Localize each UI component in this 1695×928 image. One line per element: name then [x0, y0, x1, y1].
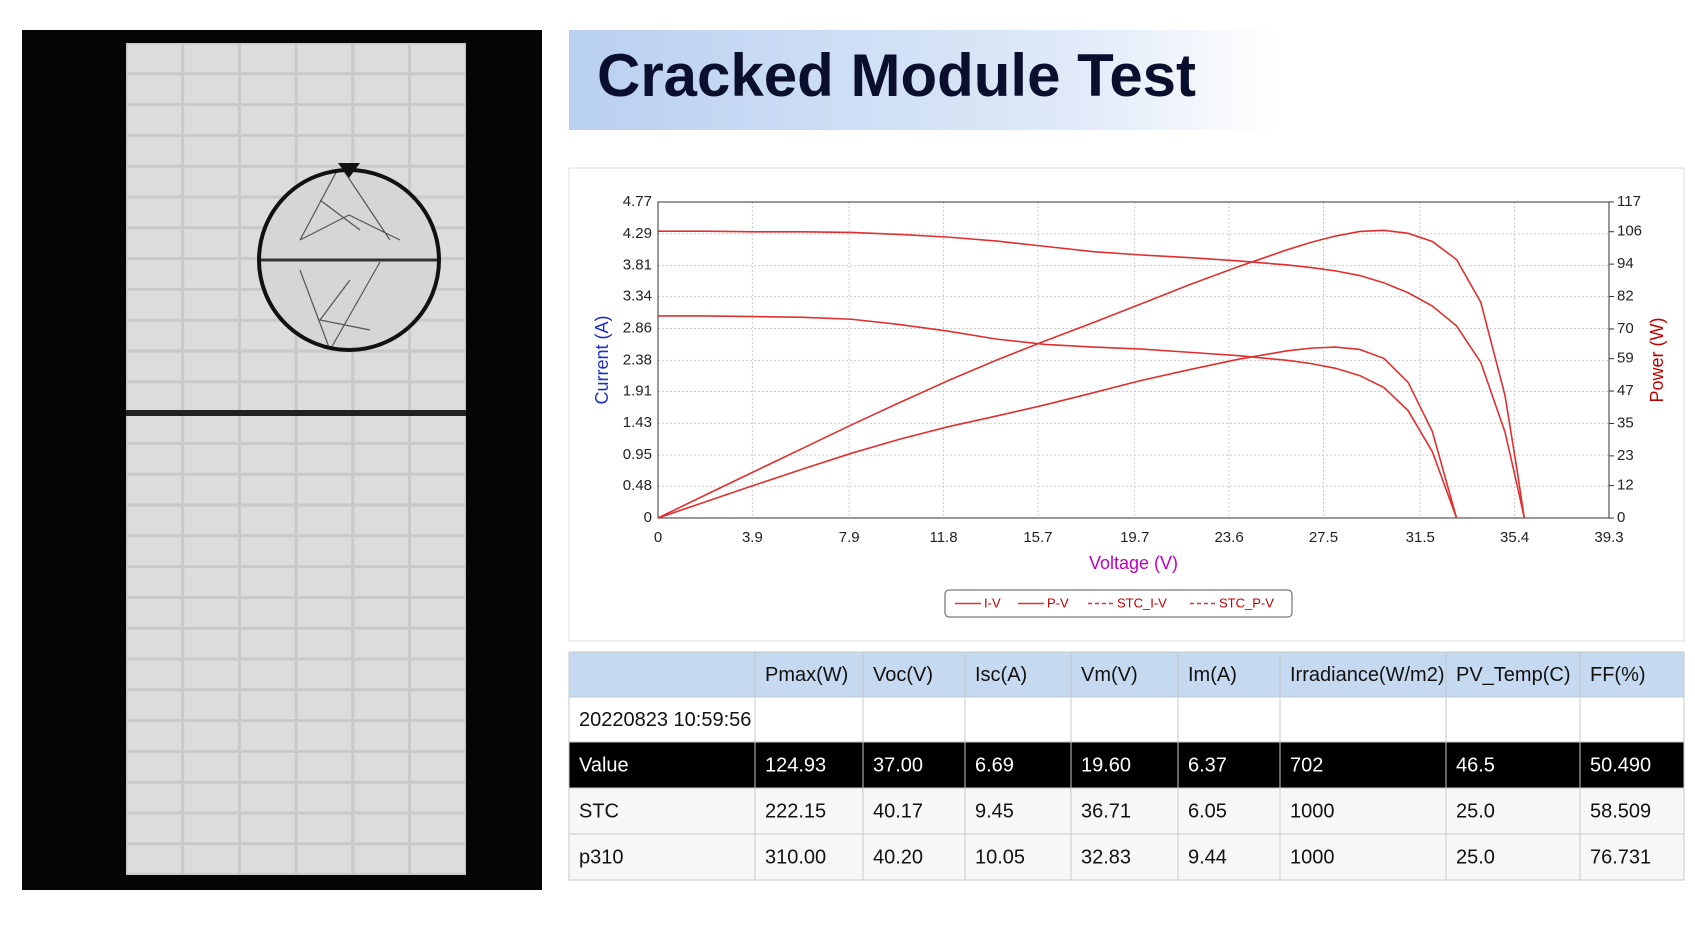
data-table: Pmax(W) Voc(V) Isc(A) Vm(V) Im(A) Irradiance(…: [568, 651, 1685, 881]
table-cell: Value: [579, 754, 629, 776]
y-tick-label: 3.34: [623, 288, 652, 305]
y2-axis-label: Power (W): [1647, 318, 1667, 403]
table-cell: 9.44: [1188, 846, 1227, 868]
x-tick-label: 0: [654, 529, 662, 546]
header-cell: Voc(V): [873, 664, 933, 686]
table-cell: 702: [1290, 754, 1323, 776]
table-cell: STC: [579, 800, 619, 822]
chart-frame: [568, 167, 1685, 642]
table-cell: 6.37: [1188, 754, 1227, 776]
y-tick-label: 4.29: [623, 225, 652, 242]
x-tick-label: 3.9: [742, 529, 763, 546]
table-cell: 6.05: [1188, 800, 1227, 822]
y-tick-label: 0.48: [623, 477, 652, 494]
header-cell: PV_Temp(C): [1456, 664, 1570, 686]
y2-tick-label: 35: [1617, 414, 1634, 431]
legend-box: [944, 589, 1293, 618]
x-tick-label: 39.3: [1594, 529, 1623, 546]
y2-tick-label: 117: [1617, 193, 1641, 210]
y-tick-label: 4.77: [623, 193, 652, 210]
y-axis-label: Current (A): [592, 315, 612, 404]
x-tick-label: 31.5: [1406, 529, 1435, 546]
y-tick-label: 0.95: [623, 446, 652, 463]
y-tick-label: 0: [644, 509, 652, 526]
y2-tick-label: 59: [1617, 350, 1634, 367]
header-cell: Im(A): [1188, 664, 1237, 686]
y2-tick-label: 0: [1617, 509, 1625, 526]
table-cell: 6.69: [975, 754, 1014, 776]
title-banner: [569, 30, 1278, 130]
y2-tick-label: 12: [1617, 477, 1634, 494]
header-cell: FF(%): [1590, 664, 1646, 686]
table-cell: 1000: [1290, 800, 1335, 822]
chart: 0 0.48 0.95 1.43 1.91 2.38 2.86 3.34 3.81 4.29 4.7…: [592, 193, 1667, 618]
x-tick-label: 15.7: [1023, 529, 1052, 546]
header-cell: Irradiance(W/m2): [1290, 664, 1444, 686]
x-tick-label: 7.9: [839, 529, 860, 546]
table-cell: 9.45: [975, 800, 1014, 822]
y-tick-label: 1.91: [623, 382, 652, 399]
table-cell: 222.15: [765, 800, 826, 822]
x-tick-label: 11.8: [929, 529, 957, 546]
series-line: [658, 230, 1526, 519]
y-tick-label: 2.38: [623, 351, 652, 368]
x-tick-label: 35.4: [1500, 529, 1529, 546]
table-cell: 124.93: [765, 754, 826, 776]
timestamp-cell: 20220823 10:59:56: [579, 709, 751, 731]
y2-tick-label: 70: [1617, 320, 1634, 337]
header-cell: Pmax(W): [765, 664, 848, 686]
y-tick-label: 3.81: [623, 257, 652, 274]
table-cell: 19.60: [1081, 754, 1131, 776]
table-cell: 50.490: [1590, 754, 1651, 776]
legend-label: STC_I-V: [1117, 595, 1167, 610]
legend-label: STC_P-V: [1219, 595, 1274, 610]
x-tick-label: 23.6: [1214, 529, 1243, 546]
plot-frame: [657, 201, 1610, 519]
x-tick-label: 27.5: [1309, 529, 1338, 546]
table-cell: 32.83: [1081, 846, 1131, 868]
table-cell: 10.05: [975, 846, 1025, 868]
table-cell: 76.731: [1590, 846, 1651, 868]
el-image: [22, 30, 542, 890]
legend-label: P-V: [1047, 595, 1069, 610]
x-tick-label: 19.7: [1120, 529, 1149, 546]
table-cell: 25.0: [1456, 846, 1495, 868]
header-cell: Isc(A): [975, 664, 1027, 686]
table-cell: 25.0: [1456, 800, 1495, 822]
header-cell: Vm(V): [1081, 664, 1138, 686]
x-axis-label: Voltage (V): [1089, 553, 1178, 573]
series-line: [657, 229, 1526, 519]
y-tick-label: 2.86: [623, 320, 652, 337]
table-cell: 58.509: [1590, 800, 1651, 822]
series-line: [657, 346, 1458, 519]
table-cell: 310.00: [765, 846, 826, 868]
y2-tick-label: 106: [1617, 223, 1642, 240]
table-cell: 40.17: [873, 800, 923, 822]
table-cell: 37.00: [873, 754, 923, 776]
y2-tick-label: 23: [1617, 447, 1634, 464]
table-cell: 1000: [1290, 846, 1335, 868]
series-line: [658, 315, 1458, 519]
table-cell: 46.5: [1456, 754, 1495, 776]
y-tick-label: 1.43: [623, 414, 652, 431]
y2-tick-label: 82: [1617, 287, 1634, 304]
table-cell: p310: [579, 846, 624, 868]
table-cell: 36.71: [1081, 800, 1131, 822]
y2-tick-label: 47: [1617, 382, 1634, 399]
y2-tick-label: 94: [1617, 255, 1634, 272]
legend-label: I-V: [984, 595, 1001, 610]
title: Cracked Module Test: [597, 42, 1196, 109]
table-cell: 40.20: [873, 846, 923, 868]
